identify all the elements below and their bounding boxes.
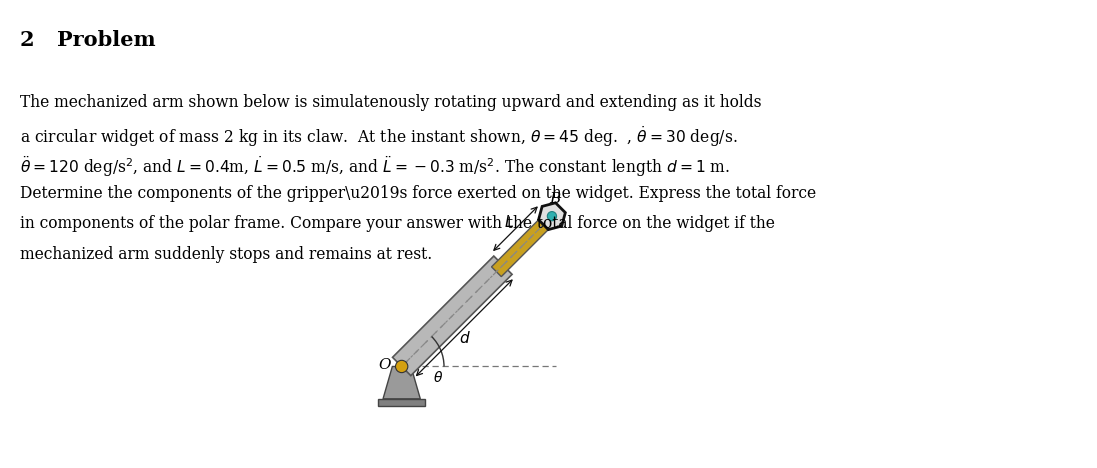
Text: $\ddot{\theta} = 120$ deg/s$^2$, and $L = 0.4$m, $\dot{L} = 0.5$ m/s, and $\ddot: $\ddot{\theta} = 120$ deg/s$^2$, and $L … (20, 154, 730, 179)
Text: in components of the polar frame. Compare your answer with the total force on th: in components of the polar frame. Compar… (20, 215, 774, 232)
Polygon shape (378, 399, 426, 406)
Polygon shape (539, 203, 565, 230)
Polygon shape (383, 366, 420, 399)
Text: mechanized arm suddenly stops and remains at rest.: mechanized arm suddenly stops and remain… (20, 246, 432, 263)
Text: Problem: Problem (57, 30, 156, 51)
Text: $L$: $L$ (505, 214, 513, 230)
Text: 2: 2 (20, 30, 34, 51)
Polygon shape (491, 211, 557, 277)
Text: $\theta$: $\theta$ (432, 370, 443, 385)
Circle shape (547, 212, 556, 221)
Text: a circular widget of mass 2 kg in its claw.  At the instant shown, $\theta = 45$: a circular widget of mass 2 kg in its cl… (20, 124, 737, 149)
Polygon shape (393, 256, 512, 376)
Text: B: B (550, 192, 561, 206)
Text: $d$: $d$ (459, 330, 471, 346)
Text: Determine the components of the gripper\u2019s force exerted on the widget. Expr: Determine the components of the gripper\… (20, 185, 816, 202)
Text: The mechanized arm shown below is simulatenously rotating upward and extending a: The mechanized arm shown below is simula… (20, 94, 761, 110)
Text: O: O (378, 358, 391, 372)
Circle shape (396, 360, 408, 373)
